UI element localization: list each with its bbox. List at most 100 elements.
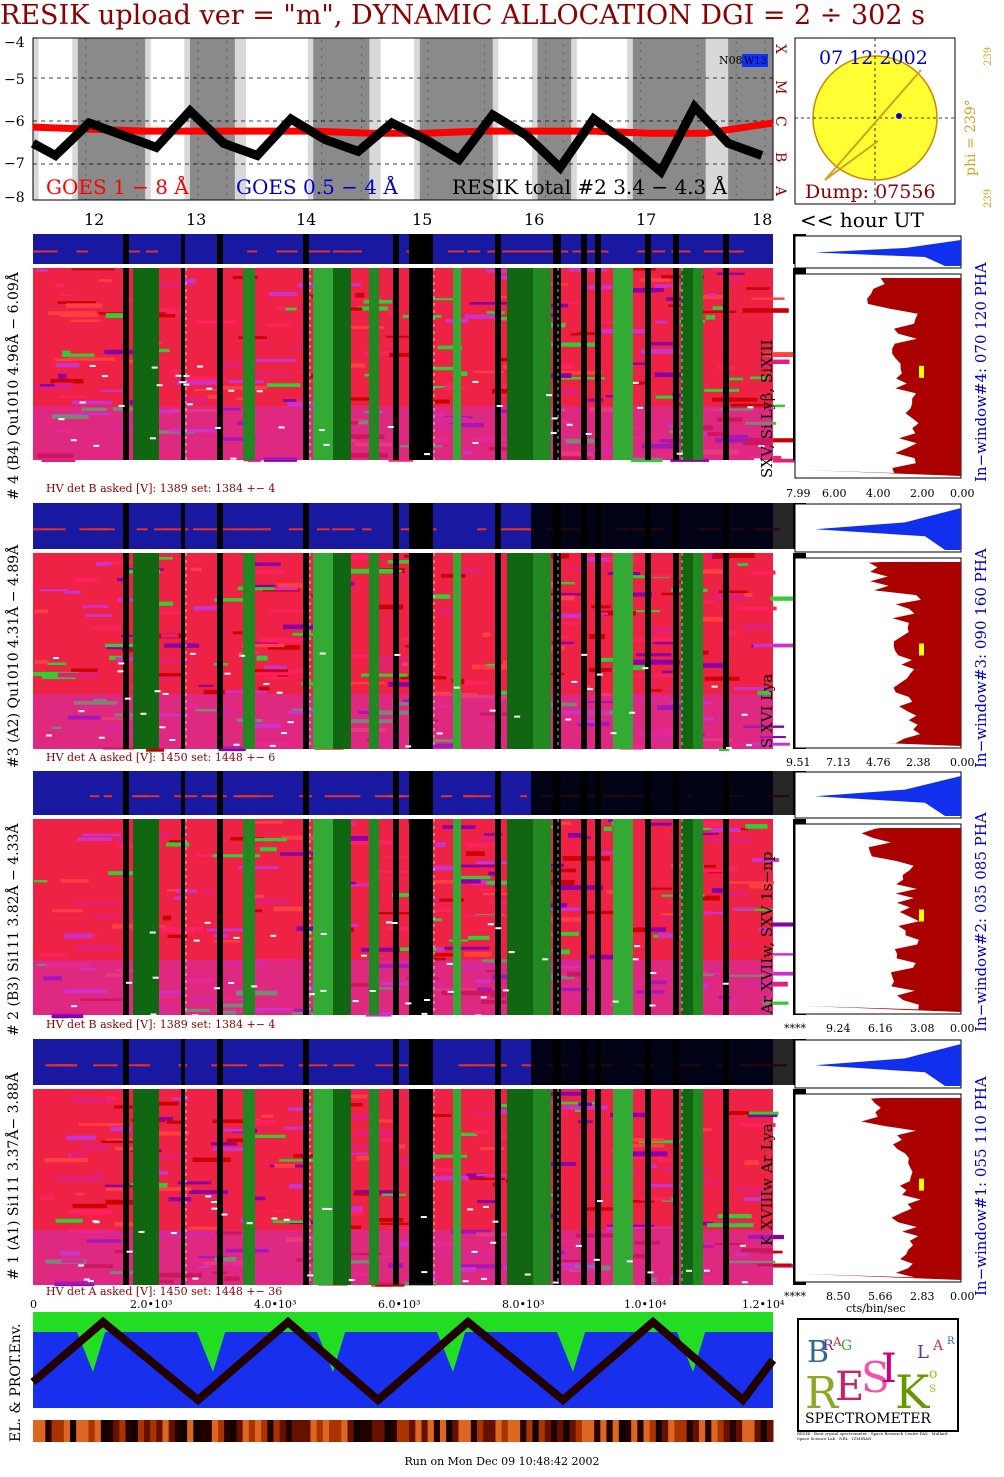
env-strip-cell xyxy=(193,1420,200,1442)
svg-text:A: A xyxy=(832,1335,842,1349)
spectrogram-cell xyxy=(764,352,811,358)
spectrogram-spike xyxy=(490,1241,497,1244)
spectrogram-cell xyxy=(418,1167,457,1172)
spectrogram-cell xyxy=(422,865,458,871)
spectrogram-cell xyxy=(59,1251,80,1256)
spectrogram-spike xyxy=(87,1280,94,1283)
spectrogram-cell xyxy=(41,952,66,957)
spectrogram-cell xyxy=(531,595,575,601)
spectrogram-gap xyxy=(693,553,703,749)
pha-dark xyxy=(531,1039,793,1085)
spectrogram-cell xyxy=(459,864,497,868)
env-strip-cell xyxy=(347,1420,355,1442)
spectrogram-cell xyxy=(149,1187,192,1192)
spectrogram-cell xyxy=(438,609,454,615)
pha-line xyxy=(333,1064,355,1067)
spectrogram-spike xyxy=(447,990,454,993)
spectrogram-cell xyxy=(455,371,468,377)
spectrogram-cell xyxy=(114,1105,145,1109)
spectrogram-cell xyxy=(465,851,485,856)
spectrogram-cell xyxy=(388,682,410,687)
spectrogram-spike xyxy=(192,1277,199,1280)
spectrogram-cell xyxy=(355,292,365,298)
env-strip-cell xyxy=(433,1420,441,1442)
spectrogram-cell xyxy=(587,701,630,704)
spectrogram-cell xyxy=(117,577,127,582)
spectrogram-gap xyxy=(673,268,679,460)
spectrogram-gap xyxy=(673,819,679,1015)
spec-tick: 2.83 xyxy=(910,1290,935,1303)
spectrogram-cell xyxy=(431,1154,468,1158)
spectrogram-spike xyxy=(446,962,453,965)
svg-text:R: R xyxy=(823,1338,834,1354)
spec-tick: 9.24 xyxy=(826,1022,851,1035)
spectrogram-spike xyxy=(746,744,753,747)
spectrogram-cell xyxy=(542,907,581,912)
pha-line xyxy=(703,250,719,253)
line-label: S XVI Lya xyxy=(758,673,776,748)
spectrogram-gap xyxy=(533,268,551,460)
spectrogram-cell xyxy=(116,843,149,848)
spectrogram-cell xyxy=(67,1229,116,1234)
spectrogram-cell xyxy=(683,295,726,300)
env-strip-cell xyxy=(748,1420,755,1442)
env-spike xyxy=(313,1322,347,1372)
pha-gap xyxy=(409,771,433,815)
pha-gap xyxy=(409,503,433,549)
spectrogram-cell xyxy=(263,457,297,462)
spectrogram-gap xyxy=(243,819,255,1015)
spectrogram-spike xyxy=(629,711,636,714)
spectrogram-spike xyxy=(597,1200,604,1203)
spectrogram-gap xyxy=(595,553,601,749)
spectrogram-cell xyxy=(640,278,671,282)
spectrogram-spike xyxy=(270,934,277,937)
spectrogram-cell xyxy=(425,298,460,301)
spectrogram-cell xyxy=(196,854,227,858)
spectrogram-spike xyxy=(318,429,325,432)
spectrogram-cell xyxy=(668,687,692,692)
spectrogram-cell xyxy=(166,1120,182,1124)
spectrogram-spike xyxy=(319,652,326,655)
spec-tick: 3.08 xyxy=(910,1022,935,1035)
spectrogram-cell xyxy=(226,1138,255,1143)
spectrogram-cell xyxy=(641,348,680,354)
spectrogram-cell xyxy=(57,672,98,678)
spectrogram-cell xyxy=(714,593,748,598)
spectrogram-spike xyxy=(230,457,237,460)
env-strip-cell xyxy=(766,1420,774,1442)
spectrogram-cell xyxy=(556,1111,568,1117)
env-strip-cell xyxy=(378,1420,385,1442)
spectrogram-cell xyxy=(353,1272,381,1277)
spectrogram-spike xyxy=(596,673,603,676)
spectrogram-cell xyxy=(607,819,618,822)
spectrogram-gap xyxy=(123,1089,129,1285)
orbit-track xyxy=(30,1316,777,1406)
spectrogram-cell xyxy=(772,922,804,927)
y-tick: −5 xyxy=(4,72,25,88)
spectrogram-gap xyxy=(673,1089,679,1285)
spectrogram-cell xyxy=(274,306,290,311)
spectrogram-spike xyxy=(387,425,394,428)
spectrogram-cell xyxy=(759,1250,783,1254)
spectrogram-spike xyxy=(246,1222,253,1225)
spectrogram-gap xyxy=(533,553,551,749)
env-strip-cell xyxy=(760,1420,768,1442)
time-tick: 6.0•10³ xyxy=(378,1298,421,1311)
spectrogram-spike xyxy=(741,1281,748,1284)
pha-gap xyxy=(409,1039,433,1085)
spectrogram-gap xyxy=(673,553,679,749)
spectrogram-cell xyxy=(150,312,176,318)
hour-axis: 12 13 14 15 16 17 18 xyxy=(0,210,790,234)
spectrogram-cell xyxy=(336,1094,368,1099)
spectrum-marker xyxy=(919,643,924,656)
env-strip-cell xyxy=(520,1420,527,1442)
pha-line xyxy=(504,528,531,531)
spectrogram-cell xyxy=(374,604,404,610)
spectrogram-cell xyxy=(596,851,629,854)
spectrogram-cell xyxy=(650,887,672,890)
pha-line xyxy=(98,528,110,531)
spectrogram-cell xyxy=(421,898,454,903)
spectrogram-gap xyxy=(693,1089,703,1285)
spectrogram-cell xyxy=(83,1264,113,1268)
spectrogram-spike xyxy=(78,710,85,713)
